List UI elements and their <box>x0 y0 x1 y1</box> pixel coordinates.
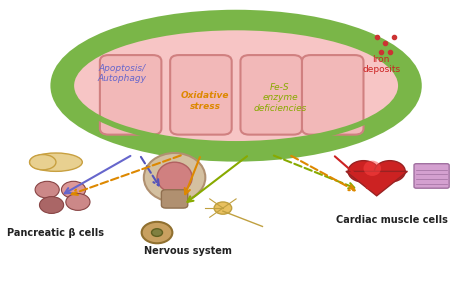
Ellipse shape <box>71 28 400 144</box>
Ellipse shape <box>347 161 378 182</box>
Ellipse shape <box>62 181 85 198</box>
Ellipse shape <box>39 197 63 214</box>
Ellipse shape <box>56 15 415 156</box>
FancyBboxPatch shape <box>413 164 448 188</box>
Ellipse shape <box>29 155 56 170</box>
Text: Cardiac muscle cells: Cardiac muscle cells <box>336 215 447 225</box>
Text: Pancreatic β cells: Pancreatic β cells <box>7 228 104 237</box>
FancyBboxPatch shape <box>170 55 231 135</box>
FancyBboxPatch shape <box>301 55 363 135</box>
Polygon shape <box>345 171 407 196</box>
Text: Iron
deposits: Iron deposits <box>361 54 399 74</box>
FancyBboxPatch shape <box>161 190 187 208</box>
Ellipse shape <box>157 162 192 193</box>
Ellipse shape <box>374 161 404 182</box>
FancyBboxPatch shape <box>100 55 161 135</box>
Ellipse shape <box>363 161 380 176</box>
Text: Apoptosis/
Autophagy: Apoptosis/ Autophagy <box>97 64 146 83</box>
Ellipse shape <box>29 153 82 171</box>
Ellipse shape <box>151 229 162 237</box>
Ellipse shape <box>144 153 205 202</box>
Ellipse shape <box>35 181 59 198</box>
FancyBboxPatch shape <box>240 55 301 135</box>
Ellipse shape <box>141 222 172 243</box>
Text: Nervous system: Nervous system <box>144 246 231 256</box>
Text: Fe-S
enzyme
deficiencies: Fe-S enzyme deficiencies <box>253 83 306 113</box>
Text: Oxidative
stress: Oxidative stress <box>181 91 229 111</box>
Ellipse shape <box>66 194 90 211</box>
Ellipse shape <box>213 202 231 214</box>
